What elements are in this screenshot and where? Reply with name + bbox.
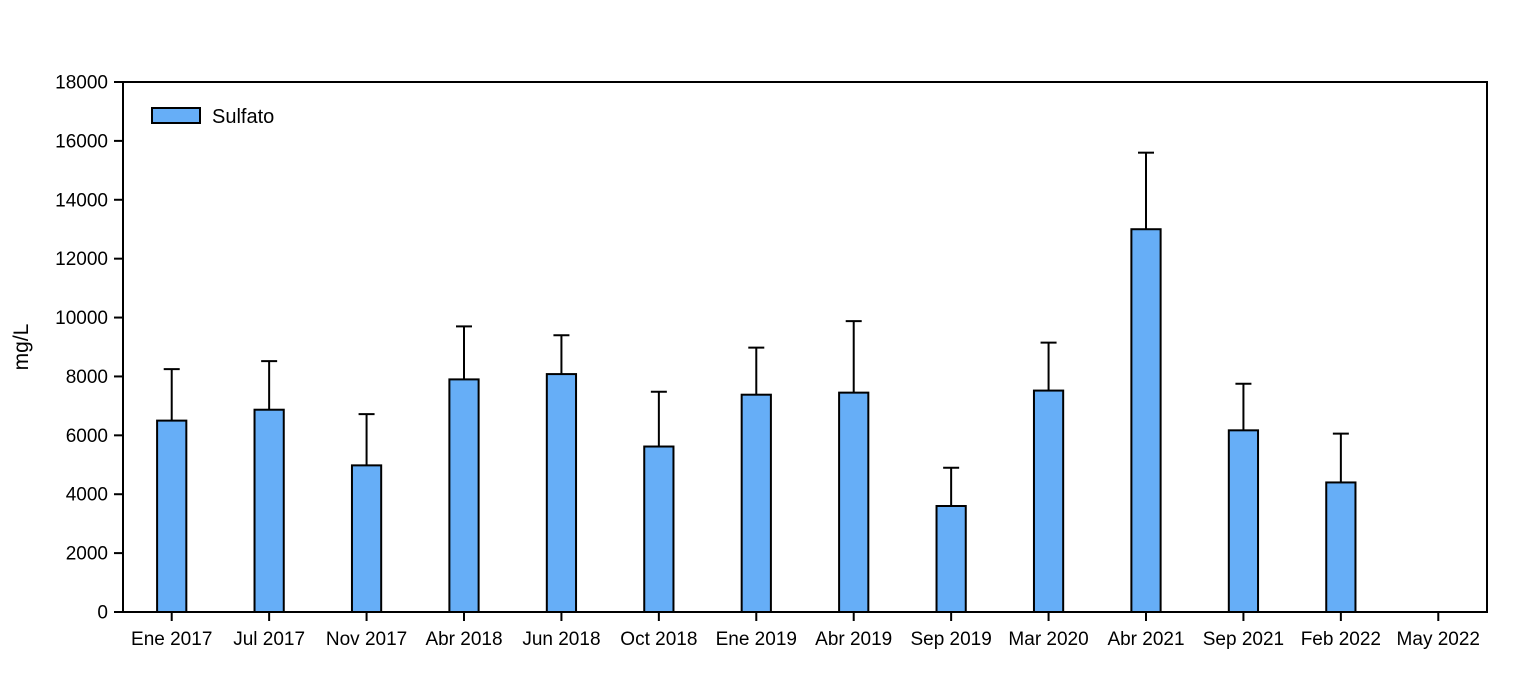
y-axis-tick-label: 18000: [55, 73, 108, 94]
bar: [1032, 389, 1065, 614]
bar: [1325, 481, 1357, 614]
x-axis-tick-label: Feb 2022: [1301, 629, 1381, 650]
plot-frame: [122, 81, 1488, 613]
y-axis-tick-label: 0: [97, 603, 108, 624]
bar: [545, 373, 578, 614]
x-axis-tick-label: Oct 2018: [620, 629, 697, 650]
bar: [935, 505, 967, 613]
y-axis-tick-label: 2000: [66, 544, 108, 565]
x-axis-tick-label: Ene 2017: [131, 629, 212, 650]
x-axis-tick-label: Sep 2019: [910, 629, 991, 650]
x-axis-tick-label: Abr 2019: [815, 629, 892, 650]
bar: [643, 445, 675, 613]
bar: [838, 391, 870, 613]
y-axis-tick-label: 4000: [66, 485, 108, 506]
bar: [156, 419, 188, 613]
y-axis-tick-label: 12000: [55, 249, 108, 270]
legend-swatch: [151, 107, 201, 124]
bar: [740, 393, 772, 614]
legend-label: Sulfato: [212, 106, 274, 128]
y-axis-tick-label: 14000: [55, 190, 108, 211]
y-axis-title: mg/L: [10, 324, 33, 371]
y-axis-tick-label: 6000: [66, 426, 108, 447]
bar: [1130, 228, 1162, 613]
x-axis-tick-label: Jul 2017: [233, 629, 305, 650]
x-axis-tick-label: Mar 2020: [1008, 629, 1088, 650]
x-axis-tick-label: Nov 2017: [326, 629, 407, 650]
y-axis-tick-label: 8000: [66, 367, 108, 388]
bar: [253, 408, 285, 614]
bar: [448, 378, 480, 613]
x-axis-tick-label: Abr 2021: [1107, 629, 1184, 650]
x-axis-tick-label: Sep 2021: [1203, 629, 1284, 650]
bar: [350, 464, 383, 613]
x-axis-tick-label: May 2022: [1397, 629, 1480, 650]
x-axis-tick-label: Ene 2019: [716, 629, 797, 650]
x-axis-tick-label: Jun 2018: [522, 629, 600, 650]
y-axis-tick-label: 16000: [55, 131, 108, 152]
y-axis-tick-label: 10000: [55, 308, 108, 329]
x-axis-tick-label: Abr 2018: [425, 629, 502, 650]
bar: [1227, 429, 1260, 614]
